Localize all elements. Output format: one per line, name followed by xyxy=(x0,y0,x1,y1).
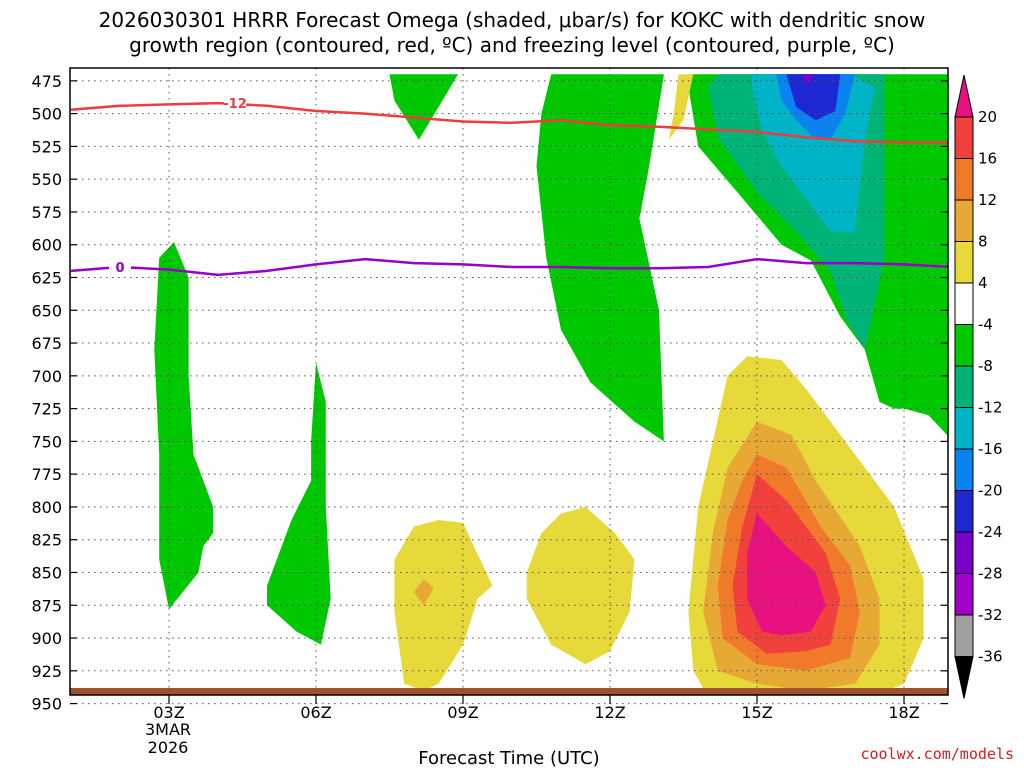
gridlines-group xyxy=(70,68,948,705)
isotherm-label: -12 xyxy=(223,97,247,112)
colorbar-swatch xyxy=(954,531,974,574)
colorbar-swatch xyxy=(954,199,974,242)
y-tick-label: 700 xyxy=(31,367,62,386)
colorbar-swatch xyxy=(954,365,974,408)
x-tick-label: 15Z xyxy=(741,703,772,722)
colorbar-swatch xyxy=(954,448,974,491)
colorbar-bottom-arrow xyxy=(954,656,974,699)
y-tick-label: 850 xyxy=(31,563,62,582)
colorbar: 20 16 12 8 4 -4 -8 -12 -16 -20 -24 -28 -32 -36 xyxy=(954,74,1003,699)
y-tick-label: 650 xyxy=(31,301,62,320)
x-tick-label: 12Z xyxy=(594,703,625,722)
colorbar-label: -4 xyxy=(978,316,993,334)
y-tick-label: 575 xyxy=(31,203,62,222)
colorbar-label: 4 xyxy=(978,274,988,292)
y-tick-label: 925 xyxy=(31,662,62,681)
colorbar-swatch xyxy=(954,158,974,201)
colorbar-label: -8 xyxy=(978,357,993,375)
colorbar-swatch xyxy=(954,614,974,657)
y-tick-label: 950 xyxy=(31,695,62,714)
y-tick-label: 725 xyxy=(31,400,62,419)
y-tick-label: 675 xyxy=(31,334,62,353)
colorbar-label: 16 xyxy=(978,150,997,168)
omega-shading-group xyxy=(154,74,948,690)
y-tick-label: 525 xyxy=(31,137,62,156)
omega-region-10 xyxy=(668,74,694,140)
y-tick-label: 800 xyxy=(31,498,62,517)
y-tick-label: 600 xyxy=(31,236,62,255)
omega-region-0 xyxy=(389,74,459,140)
isotherm-label-bg xyxy=(224,96,246,110)
x-axis-ticks: 03Z 06Z 09Z 12Z 15Z 18Z xyxy=(153,695,920,722)
isotherm-lines-group: -12 0 xyxy=(70,96,948,277)
y-tick-label: 875 xyxy=(31,596,62,615)
omega-region-1 xyxy=(536,74,664,442)
colorbar-swatch xyxy=(954,407,974,450)
chart-title-line2: growth region (contoured, red, ºC) and f… xyxy=(129,33,895,57)
x-tick-label: 09Z xyxy=(447,703,478,722)
omega-region-3 xyxy=(267,362,331,645)
date-label-month: 3MAR xyxy=(145,720,191,739)
y-tick-label: 625 xyxy=(31,269,62,288)
omega-region-18 xyxy=(414,579,434,606)
date-label-year: 2026 xyxy=(148,738,189,757)
colorbar-swatch xyxy=(954,282,974,325)
credit-text: coolwx.com/models xyxy=(860,745,1014,763)
colorbar-label: -24 xyxy=(978,523,1003,541)
chart-title-line1: 2026030301 HRRR Forecast Omega (shaded, … xyxy=(99,8,926,32)
omega-region-8 xyxy=(786,74,841,121)
isotherm-label: 0 xyxy=(115,261,124,276)
y-tick-label: 475 xyxy=(31,72,62,91)
y-tick-label: 775 xyxy=(31,465,62,484)
colorbar-swatch xyxy=(954,116,974,159)
x-axis-title: Forecast Time (UTC) xyxy=(418,748,599,768)
y-tick-label: 750 xyxy=(31,432,62,451)
ground-terrain-bar xyxy=(70,688,948,695)
y-tick-label: 900 xyxy=(31,629,62,648)
y-tick-label: 550 xyxy=(31,170,62,189)
isotherm-line-1 xyxy=(70,257,948,277)
colorbar-label: -32 xyxy=(978,606,1003,624)
y-axis-ticks: 475 500 525 550 575 600 625 650 675 700 725 750 775 8… xyxy=(31,72,948,714)
colorbar-swatch xyxy=(954,573,974,616)
colorbar-label: -12 xyxy=(978,399,1003,417)
colorbar-label: -16 xyxy=(978,440,1003,458)
omega-region-9 xyxy=(801,74,816,85)
y-tick-label: 825 xyxy=(31,531,62,550)
colorbar-label: 20 xyxy=(978,108,997,126)
isotherm-line-0 xyxy=(70,101,948,144)
isotherm-label-bg xyxy=(109,260,131,274)
x-tick-label: 18Z xyxy=(888,703,919,722)
omega-region-2 xyxy=(154,242,214,610)
colorbar-label: 12 xyxy=(978,191,997,209)
colorbar-top-arrow xyxy=(954,74,974,118)
omega-region-12 xyxy=(526,506,635,665)
colorbar-swatch xyxy=(954,490,974,533)
x-tick-label: 06Z xyxy=(300,703,331,722)
plot-frame xyxy=(69,67,949,696)
colorbar-label: -36 xyxy=(978,648,1003,666)
y-tick-label: 500 xyxy=(31,105,62,124)
colorbar-label: -20 xyxy=(978,482,1003,500)
colorbar-label: -28 xyxy=(978,565,1003,583)
colorbar-swatch xyxy=(954,324,974,367)
x-tick-label: 03Z xyxy=(153,703,184,722)
colorbar-label: 8 xyxy=(978,233,988,251)
colorbar-swatch xyxy=(954,241,974,284)
